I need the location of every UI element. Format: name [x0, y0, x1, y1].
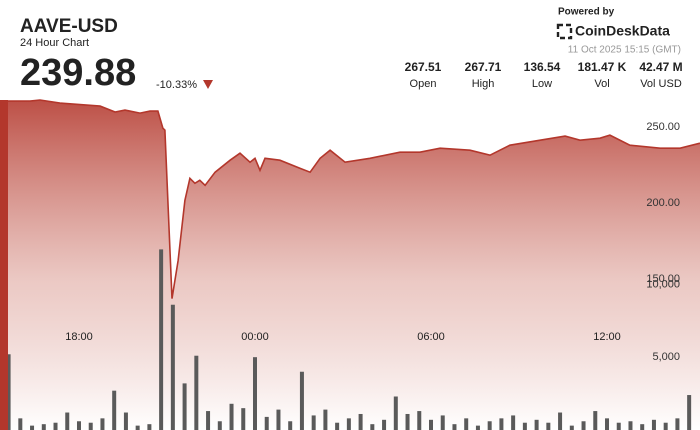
left-edge: [0, 100, 8, 430]
stat-label: Vol USD: [640, 78, 682, 90]
volume-bar: [393, 396, 398, 430]
volume-bar: [687, 395, 692, 430]
stat-value: 267.71: [465, 60, 502, 74]
volume-bar: [335, 422, 340, 430]
volume-bar: [65, 412, 70, 430]
price-line: [8, 99, 700, 299]
volume-bar: [252, 357, 257, 430]
brand-name: CoinDeskData: [575, 23, 670, 39]
price-area: [8, 100, 700, 430]
timestamp: 11 Oct 2025 15:15 (GMT): [568, 45, 681, 56]
volume-bar: [288, 421, 293, 430]
volume-bar: [452, 424, 457, 430]
stat-value: 136.54: [524, 60, 561, 74]
y-tick-label: 150.00: [646, 273, 680, 285]
volume-bar: [182, 383, 187, 430]
volume-bar: [18, 418, 23, 430]
last-price: 239.88: [20, 52, 136, 94]
volume-bar: [546, 422, 551, 430]
volume-bar: [522, 422, 527, 430]
volume-bar: [487, 421, 492, 430]
volume-bar: [440, 415, 445, 430]
volume-bar: [358, 413, 363, 430]
volume-bar: [534, 419, 539, 430]
chart-title: AAVE-USD: [20, 16, 118, 37]
volume-bar: [464, 418, 469, 430]
volume-bar: [616, 422, 621, 430]
volume-bar: [88, 422, 93, 430]
down-arrow: [203, 80, 213, 89]
volume-bar: [581, 421, 586, 430]
volume-bar: [663, 422, 668, 430]
volume-bar: [159, 249, 164, 430]
y-tick-label: 200.00: [646, 197, 680, 209]
x-tick-label: 12:00: [593, 331, 621, 343]
volume-bar: [382, 419, 387, 430]
volume-bar: [217, 421, 222, 430]
volume-bar: [311, 415, 316, 430]
chart-subtitle: 24 Hour Chart: [20, 37, 89, 49]
volume-bar: [170, 304, 175, 430]
volume-bar: [346, 418, 351, 430]
volume-bar: [405, 413, 410, 430]
volume-bar: [429, 419, 434, 430]
volume-bar: [640, 424, 645, 430]
x-tick-label: 18:00: [65, 331, 93, 343]
volume-bar: [323, 409, 328, 430]
volume-bar: [6, 354, 11, 430]
volume-bar: [229, 403, 234, 430]
stat-label: Open: [410, 78, 437, 90]
x-tick-label: 00:00: [241, 331, 269, 343]
volume-bar: [276, 409, 281, 430]
volume-bar: [675, 418, 680, 430]
volume-bar: [206, 411, 211, 430]
volume-bar: [299, 371, 304, 430]
stat-label: Low: [532, 78, 552, 90]
y-tick-label: 250.00: [646, 121, 680, 133]
volume-bar: [605, 418, 610, 430]
volume-bar: [475, 425, 480, 430]
volume-bar: [76, 421, 81, 430]
volume-bar: [241, 408, 246, 430]
brand-logo: [556, 23, 573, 40]
volume-bar: [123, 412, 128, 430]
volume-bar: [511, 415, 516, 430]
volume-bar: [30, 425, 35, 430]
stat-value: 42.47 M: [639, 60, 682, 74]
volume-bar: [135, 425, 140, 430]
stat-label: High: [472, 78, 495, 90]
x-tick-label: 06:00: [417, 331, 445, 343]
volume-bar: [628, 421, 633, 430]
volume-bar: [264, 416, 269, 430]
stat-value: 181.47 K: [578, 60, 627, 74]
plot-area: 150.00 200.00 250.00 5,000 10,000 18:00 00:00 0…: [6, 99, 700, 430]
volume-bar: [593, 411, 598, 430]
volume-bar: [370, 424, 375, 430]
stat-value: 267.51: [405, 60, 442, 74]
volume-bar: [41, 424, 46, 430]
y2-tick-label: 10,000: [646, 278, 680, 290]
volume-bar: [499, 418, 504, 430]
volume-bar: [194, 355, 199, 430]
volume-bar: [558, 412, 563, 430]
volume-bar: [53, 422, 58, 430]
price-change: -10.33%: [156, 79, 197, 91]
y2-tick-label: 5,000: [652, 351, 680, 363]
volume-bar: [112, 390, 117, 430]
powered-by: Powered by: [558, 7, 615, 18]
stat-label: Vol: [594, 78, 609, 90]
volume-bar: [651, 419, 656, 430]
volume-bar: [569, 425, 574, 430]
volume-bar: [147, 424, 152, 430]
volume-bar: [417, 411, 422, 430]
volume-bar: [100, 418, 105, 430]
stats: 267.51 Open 267.71 High 136.54 Low 181.47 K Vol…: [405, 60, 683, 90]
